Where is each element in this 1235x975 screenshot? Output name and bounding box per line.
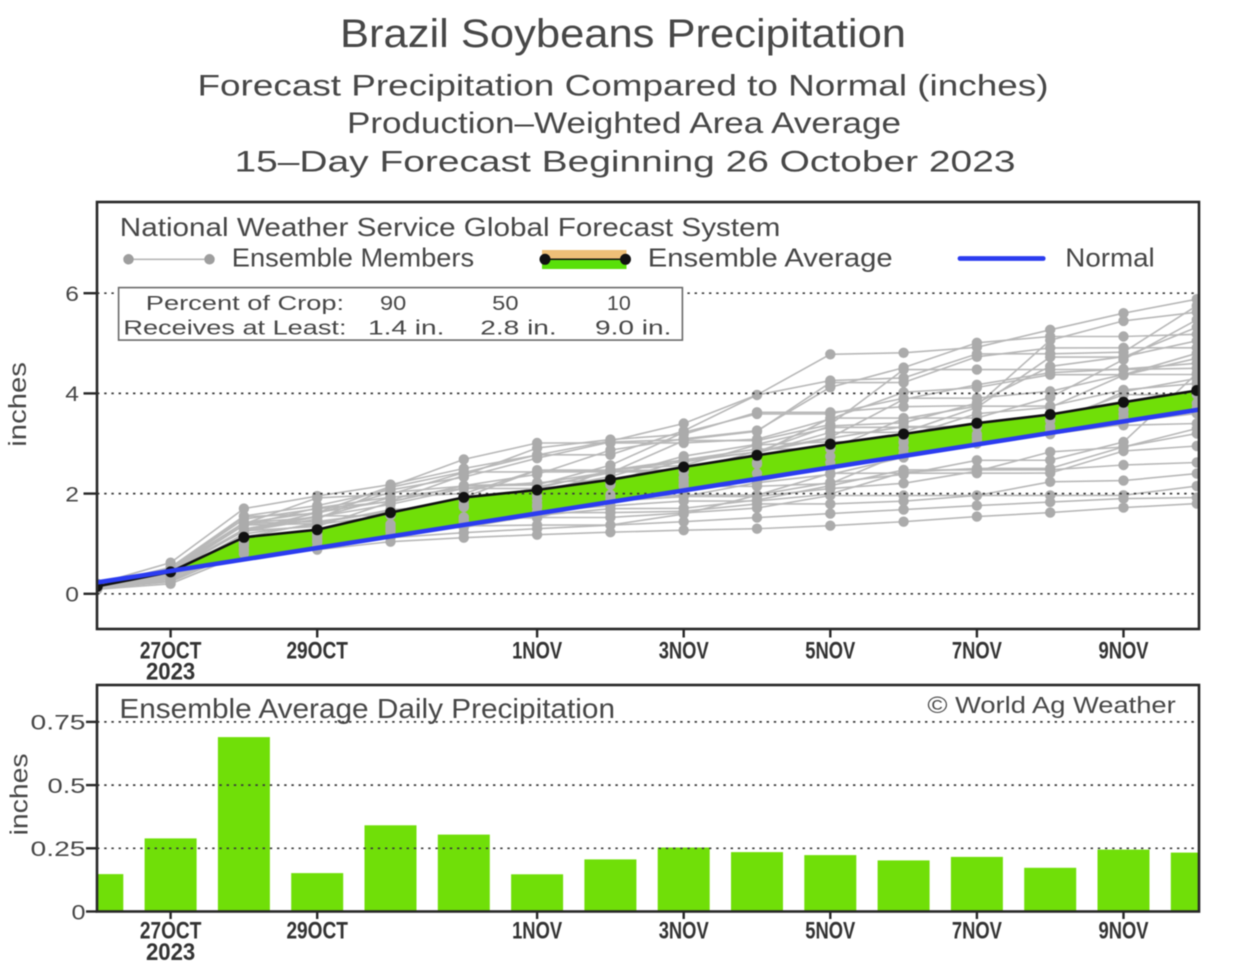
svg-text:9NOV: 9NOV (1099, 918, 1149, 945)
svg-text:3NOV: 3NOV (659, 918, 709, 945)
svg-text:10: 10 (607, 292, 631, 315)
svg-text:inches: inches (4, 362, 32, 447)
svg-text:0.25: 0.25 (31, 838, 86, 861)
svg-text:1NOV: 1NOV (512, 918, 562, 945)
svg-text:9.0 in.: 9.0 in. (595, 317, 671, 340)
svg-text:3NOV: 3NOV (659, 638, 709, 665)
svg-text:29OCT: 29OCT (286, 918, 348, 945)
svg-text:6: 6 (65, 283, 79, 306)
svg-text:27OCT: 27OCT (140, 918, 202, 945)
svg-text:Ensemble Members: Ensemble Members (232, 243, 474, 273)
svg-text:2023: 2023 (146, 659, 195, 686)
svg-text:Receives at Least:: Receives at Least: (123, 317, 346, 340)
svg-text:2: 2 (65, 483, 79, 506)
svg-text:7NOV: 7NOV (952, 638, 1002, 665)
svg-text:Forecast Precipitation Compare: Forecast Precipitation Compared to Norma… (198, 70, 1049, 103)
svg-text:4: 4 (65, 383, 79, 406)
svg-text:50: 50 (492, 292, 518, 315)
svg-text:5NOV: 5NOV (805, 918, 855, 945)
svg-text:inches: inches (6, 753, 34, 835)
svg-text:0: 0 (65, 584, 79, 607)
svg-text:5NOV: 5NOV (805, 638, 855, 665)
svg-text:0: 0 (72, 901, 86, 924)
svg-text:Normal: Normal (1065, 243, 1154, 273)
svg-text:Brazil Soybeans Precipitation: Brazil Soybeans Precipitation (340, 12, 906, 56)
svg-text:1NOV: 1NOV (512, 638, 562, 665)
svg-text:27OCT: 27OCT (140, 638, 202, 665)
svg-text:National Weather Service Globa: National Weather Service Global Forecast… (120, 212, 781, 242)
svg-text:2023: 2023 (146, 939, 195, 966)
svg-text:2.8 in.: 2.8 in. (480, 317, 556, 340)
svg-text:Ensemble Average Daily Precipi: Ensemble Average Daily Precipitation (119, 693, 615, 724)
svg-text:90: 90 (380, 292, 406, 315)
svg-text:1.4 in.: 1.4 in. (368, 317, 444, 340)
svg-text:7NOV: 7NOV (952, 918, 1002, 945)
svg-text:0.75: 0.75 (31, 712, 86, 735)
svg-text:9NOV: 9NOV (1099, 638, 1149, 665)
svg-text:Percent of Crop:: Percent of Crop: (146, 292, 344, 315)
svg-text:Ensemble Average: Ensemble Average (648, 243, 893, 273)
svg-text:© World Ag Weather: © World Ag Weather (927, 692, 1175, 718)
svg-text:29OCT: 29OCT (286, 638, 348, 665)
svg-text:Production–Weighted Area Avera: Production–Weighted Area Average (347, 107, 901, 140)
svg-text:15–Day Forecast Beginning 26 O: 15–Day Forecast Beginning 26 October 202… (235, 146, 1016, 179)
svg-text:0.5: 0.5 (48, 775, 86, 798)
